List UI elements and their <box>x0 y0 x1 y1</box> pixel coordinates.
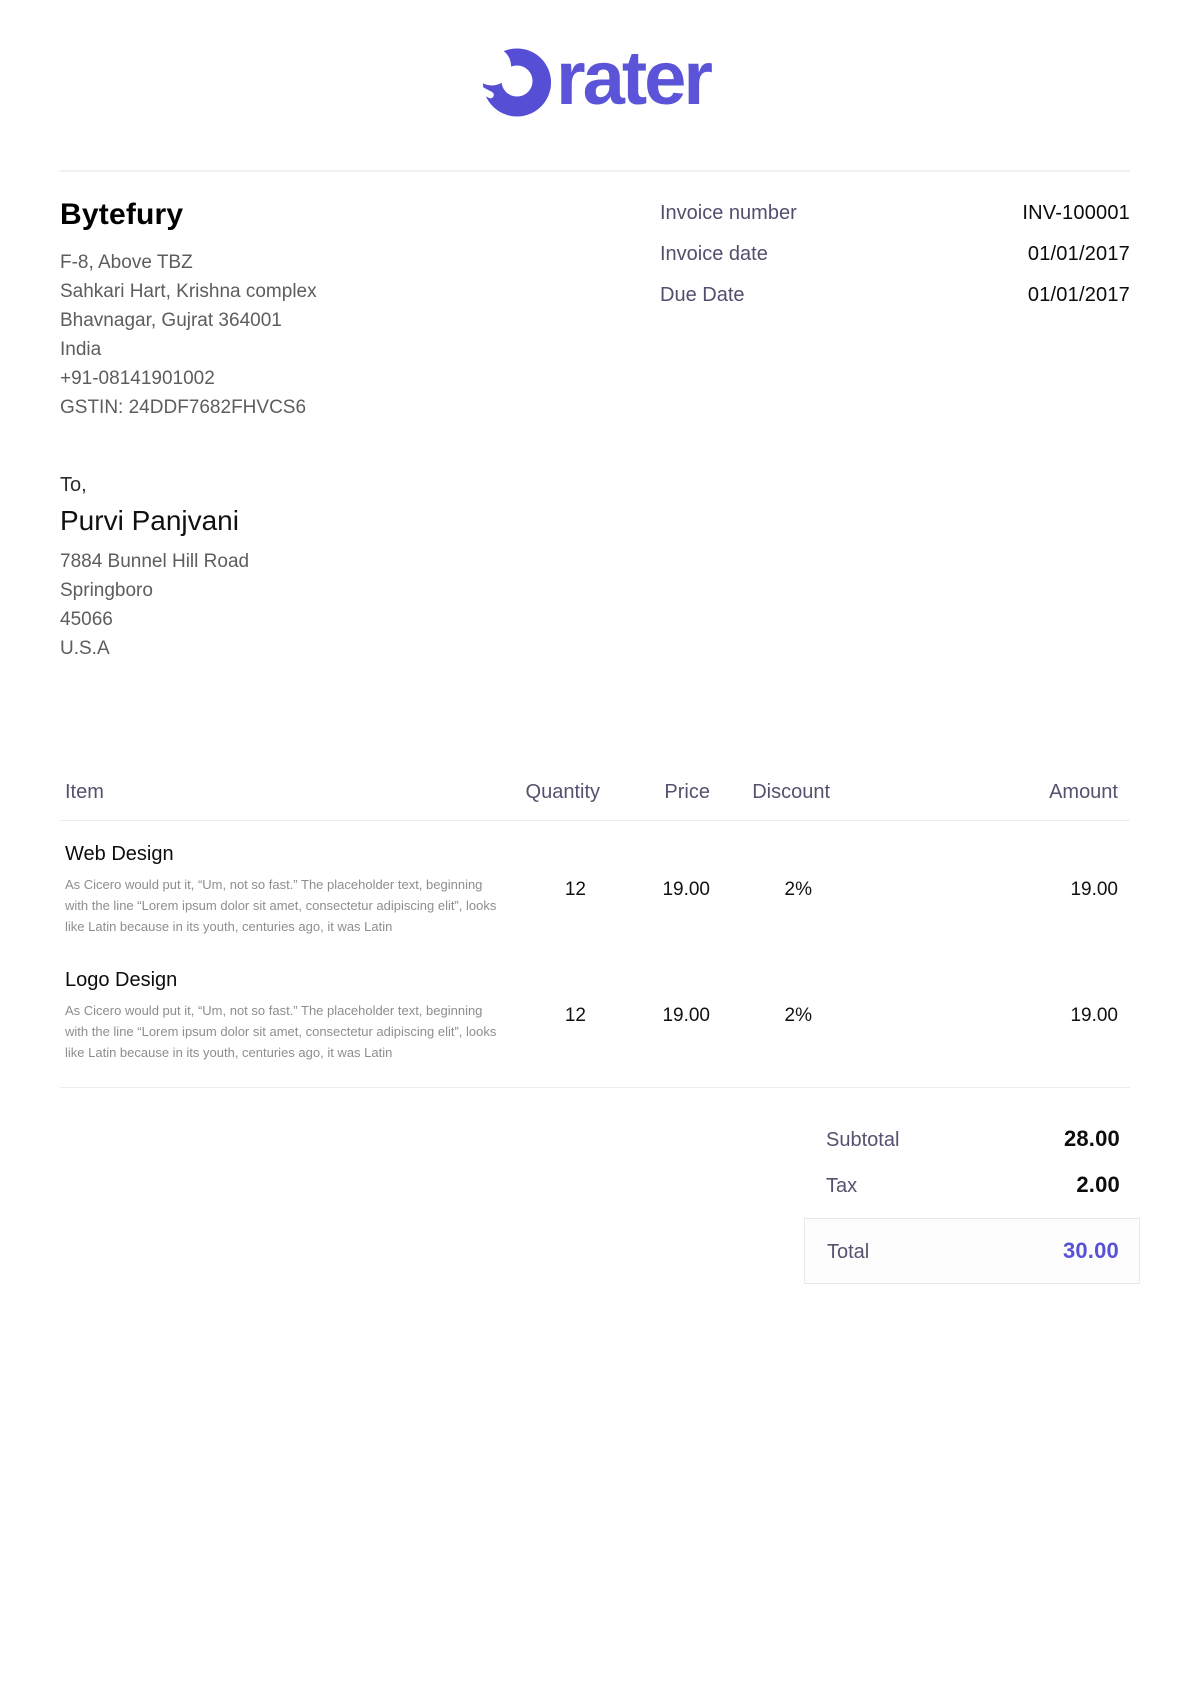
due-date-value: 01/01/2017 <box>1027 284 1130 306</box>
header-divider <box>60 170 1130 172</box>
subtotal-row: Subtotal 28.00 <box>804 1126 1140 1152</box>
crater-logo-icon <box>480 44 554 123</box>
bill-to-address: 7884 Bunnel Hill Road Springboro 45066 U… <box>60 547 1130 663</box>
item-cell: Web Design As Cicero would put it, “Um, … <box>60 821 500 948</box>
item-name: Web Design <box>65 843 174 865</box>
due-date-row: Due Date 01/01/2017 <box>660 284 1130 307</box>
invoice-page: rater Bytefury F-8, Above TBZ Sahkari Ha… <box>60 36 1140 1284</box>
item-discount: 2% <box>784 1005 812 1026</box>
bill-to-name: Purvi Panjvani <box>60 505 239 536</box>
tax-label: Tax <box>826 1175 858 1197</box>
bill-to-address-line: 45066 <box>60 609 113 630</box>
invoice-number-row: Invoice number INV-100001 <box>660 202 1130 225</box>
item-price: 19.00 <box>662 1005 710 1026</box>
totals-section: Subtotal 28.00 Tax 2.00 Total 30.00 <box>60 1126 1140 1284</box>
column-header-amount: Amount <box>1049 781 1118 803</box>
logo-row: rater <box>60 36 1130 124</box>
item-description: As Cicero would put it, “Um, not so fast… <box>65 1003 497 1060</box>
company-name: Bytefury <box>60 198 184 231</box>
company-gstin: GSTIN: 24DDF7682FHVCS6 <box>60 397 307 418</box>
invoice-number-value: INV-100001 <box>1022 202 1130 224</box>
item-description: As Cicero would put it, “Um, not so fast… <box>65 877 497 934</box>
crater-logo-text: rater <box>556 36 713 121</box>
table-row: Logo Design As Cicero would put it, “Um,… <box>60 947 1130 1073</box>
company-block: Bytefury F-8, Above TBZ Sahkari Hart, Kr… <box>60 198 317 422</box>
item-discount: 2% <box>784 879 812 900</box>
table-bottom-divider <box>60 1087 1130 1088</box>
bill-to-address-line: Springboro <box>60 580 153 601</box>
column-header-discount: Discount <box>752 781 830 803</box>
bill-to-prefix: To, <box>60 474 87 496</box>
total-value: 30.00 <box>1062 1238 1119 1263</box>
total-box: Total 30.00 <box>804 1218 1140 1284</box>
item-price: 19.00 <box>662 879 710 900</box>
table-row: Web Design As Cicero would put it, “Um, … <box>60 821 1130 948</box>
column-header-item: Item <box>65 781 104 803</box>
crater-logo: rater <box>480 36 713 123</box>
item-amount: 19.00 <box>1070 879 1118 900</box>
items-table-header: Item Quantity Price Discount Amount <box>60 781 1130 821</box>
company-address-line: Bhavnagar, Gujrat 364001 <box>60 310 282 331</box>
tax-value: 2.00 <box>1076 1172 1120 1197</box>
due-date-label: Due Date <box>660 284 745 306</box>
totals-block: Subtotal 28.00 Tax 2.00 Total 30.00 <box>804 1126 1140 1284</box>
items-table: Item Quantity Price Discount Amount Web … <box>60 781 1130 1073</box>
invoice-date-row: Invoice date 01/01/2017 <box>660 243 1130 266</box>
invoice-number-label: Invoice number <box>660 202 797 224</box>
tax-row: Tax 2.00 <box>804 1172 1140 1198</box>
total-label: Total <box>827 1241 870 1263</box>
bill-to-section: To, Purvi Panjvani 7884 Bunnel Hill Road… <box>60 474 1130 663</box>
item-name: Logo Design <box>65 969 178 991</box>
company-address-line: F-8, Above TBZ <box>60 252 193 273</box>
item-quantity: 12 <box>564 1005 586 1026</box>
company-address-line: India <box>60 339 102 360</box>
bill-to-address-line: U.S.A <box>60 638 110 659</box>
column-header-quantity: Quantity <box>525 781 600 803</box>
invoice-meta-block: Invoice number INV-100001 Invoice date 0… <box>660 202 1130 422</box>
company-phone: +91-08141901002 <box>60 368 215 389</box>
company-address-line: Sahkari Hart, Krishna complex <box>60 281 317 302</box>
company-address: F-8, Above TBZ Sahkari Hart, Krishna com… <box>60 248 317 422</box>
item-cell: Logo Design As Cicero would put it, “Um,… <box>60 947 500 1073</box>
item-amount: 19.00 <box>1070 1005 1118 1026</box>
bill-to-address-line: 7884 Bunnel Hill Road <box>60 551 250 572</box>
header-section: Bytefury F-8, Above TBZ Sahkari Hart, Kr… <box>60 198 1130 422</box>
subtotal-label: Subtotal <box>826 1129 900 1151</box>
invoice-date-label: Invoice date <box>660 243 768 265</box>
item-quantity: 12 <box>564 879 586 900</box>
column-header-price: Price <box>664 781 710 803</box>
invoice-date-value: 01/01/2017 <box>1027 243 1130 265</box>
subtotal-value: 28.00 <box>1063 1126 1120 1151</box>
